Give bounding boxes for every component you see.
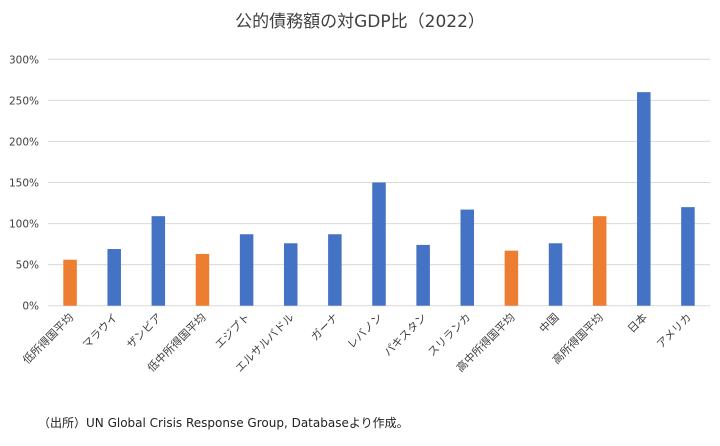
bar — [637, 92, 651, 306]
x-tick-label: 日本 — [624, 310, 649, 335]
x-tick-label: レバノン — [345, 311, 385, 351]
bar — [151, 216, 166, 306]
bars — [63, 92, 695, 306]
x-tick-label: マラウイ — [80, 311, 120, 351]
y-tick-label: 150% — [9, 178, 39, 190]
bar — [239, 234, 254, 306]
x-tick-label: ガーナ — [308, 311, 341, 344]
y-tick-label: 250% — [9, 95, 39, 107]
bar — [328, 234, 342, 306]
y-tick-label: 200% — [9, 136, 39, 148]
x-tick-label: ザンビア — [124, 311, 164, 351]
bar — [681, 207, 695, 306]
x-tick-label: 中国 — [537, 311, 562, 336]
bar — [416, 244, 430, 306]
bar — [548, 243, 563, 306]
bar — [107, 249, 121, 306]
bar — [592, 216, 607, 306]
y-tick-label: 0% — [22, 301, 39, 313]
chart-title: 公的債務額の対GDP比（2022） — [235, 12, 485, 32]
bar — [504, 250, 519, 306]
source-note: （出所）UN Global Crisis Response Group, Dat… — [38, 416, 409, 430]
x-tick-label: エジプト — [212, 311, 252, 351]
y-tick-label: 50% — [16, 260, 39, 272]
x-tick-label: パキスタン — [381, 311, 429, 359]
bar — [63, 259, 77, 306]
bar — [283, 243, 298, 306]
y-tick-label: 300% — [9, 54, 39, 66]
bar — [372, 182, 386, 306]
y-tick-label: 100% — [9, 219, 39, 231]
x-tick-label: アメリカ — [654, 311, 694, 351]
x-tick-label: 低所得国平均 — [20, 311, 76, 367]
y-axis-ticks: 0% 50% 100% 150% 200% 250% 300% — [9, 54, 39, 312]
bar — [460, 209, 475, 306]
bar — [195, 253, 210, 306]
